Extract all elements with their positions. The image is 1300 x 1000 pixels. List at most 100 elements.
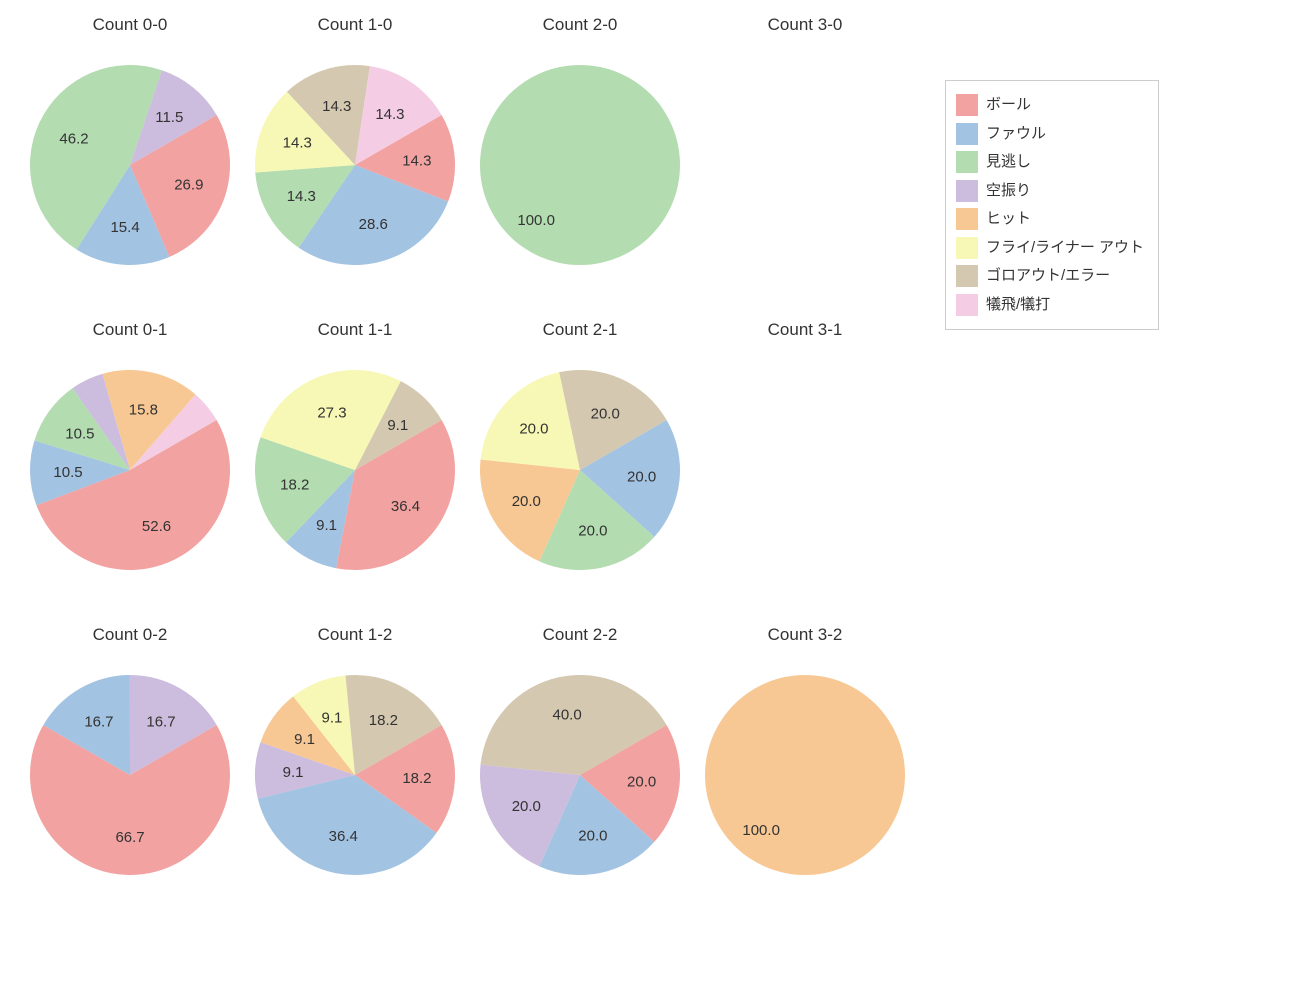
pie-svg: 20.0 20.0 20.0 40.0 [470, 665, 690, 905]
pie-svg [695, 55, 915, 295]
legend: ボールファウル見逃し空振りヒットフライ/ライナー アウトゴロアウト/エラー犠飛/… [945, 80, 1159, 330]
pie-label: 14.3 [402, 152, 431, 169]
legend-item: ゴロアウト/エラー [956, 262, 1144, 291]
chart-title: Count 0-1 [20, 320, 240, 340]
legend-swatch [956, 123, 978, 145]
pie-label: 14.3 [287, 188, 316, 205]
pie-chart: Count 2-1 20.0 20.0 20.0 20.0 20.0 [470, 320, 690, 620]
legend-swatch [956, 180, 978, 202]
pie-label: 52.6 [142, 518, 171, 535]
pie-label: 15.4 [110, 219, 139, 236]
chart-grid: Count 0-0 26.9 15.4 46.2 11.5 Count 1-0 14.3 28… [0, 0, 1300, 1000]
legend-label: ゴロアウト/エラー [986, 262, 1110, 291]
pie-chart: Count 3-2 100.0 [695, 625, 915, 925]
legend-swatch [956, 237, 978, 259]
legend-label: 空振り [986, 177, 1031, 206]
pie-label: 14.3 [375, 106, 404, 123]
pie-label: 66.7 [115, 829, 144, 846]
legend-item: フライ/ライナー アウト [956, 234, 1144, 263]
pie-chart: Count 0-0 26.9 15.4 46.2 11.5 [20, 15, 240, 315]
pie-label: 20.0 [591, 405, 620, 422]
pie-chart: Count 2-2 20.0 20.0 20.0 40.0 [470, 625, 690, 925]
pie-label: 28.6 [359, 216, 388, 233]
pie-label: 20.0 [578, 523, 607, 540]
pie-label: 20.0 [578, 828, 607, 845]
chart-title: Count 1-2 [245, 625, 465, 645]
legend-item: 空振り [956, 177, 1144, 206]
pie-label: 11.5 [155, 109, 183, 126]
pie-svg: 18.2 36.4 9.1 9.1 9.1 18.2 [245, 665, 465, 905]
pie-slice [480, 65, 680, 265]
pie-label: 36.4 [329, 828, 358, 845]
pie-chart: Count 3-0 [695, 15, 915, 315]
pie-label: 10.5 [65, 426, 94, 443]
legend-swatch [956, 151, 978, 173]
legend-swatch [956, 265, 978, 287]
pie-svg: 14.3 28.6 14.3 14.3 14.3 14.3 [245, 55, 465, 295]
pie-svg: 36.49.118.227.39.1 [245, 360, 465, 600]
pie-slice [705, 675, 905, 875]
pie-label: 14.3 [322, 98, 351, 115]
chart-title: Count 3-0 [695, 15, 915, 35]
legend-label: 見逃し [986, 148, 1031, 177]
legend-label: 犠飛/犠打 [986, 291, 1050, 320]
pie-label: 20.0 [519, 421, 548, 438]
legend-item: 見逃し [956, 148, 1144, 177]
legend-item: ヒット [956, 205, 1144, 234]
chart-title: Count 0-0 [20, 15, 240, 35]
chart-title: Count 3-1 [695, 320, 915, 340]
legend-label: ボール [986, 91, 1031, 120]
pie-svg: 66.7 16.7 16.7 [20, 665, 240, 905]
pie-svg: 100.0 [470, 55, 690, 295]
pie-chart: Count 2-0 100.0 [470, 15, 690, 315]
legend-swatch [956, 208, 978, 230]
pie-label: 100.0 [517, 212, 555, 229]
chart-title: Count 3-2 [695, 625, 915, 645]
pie-label: 26.9 [174, 177, 203, 194]
pie-label: 20.0 [627, 468, 656, 485]
pie-label: 18.2 [369, 712, 398, 729]
pie-chart: Count 1-136.49.118.227.39.1 [245, 320, 465, 620]
pie-label: 9.1 [283, 764, 304, 781]
chart-title: Count 2-0 [470, 15, 690, 35]
legend-item: 犠飛/犠打 [956, 291, 1144, 320]
legend-swatch [956, 294, 978, 316]
legend-label: ファウル [986, 120, 1046, 149]
legend-item: ファウル [956, 120, 1144, 149]
pie-label: 10.5 [53, 464, 82, 481]
pie-svg: 26.9 15.4 46.2 11.5 [20, 55, 240, 295]
legend-label: フライ/ライナー アウト [986, 234, 1144, 263]
pie-svg [695, 360, 915, 600]
pie-chart: Count 1-2 18.2 36.4 9.1 9.1 9.1 18.2 [245, 625, 465, 925]
pie-label: 20.0 [512, 493, 541, 510]
pie-label: 46.2 [59, 130, 88, 147]
pie-label: 9.1 [387, 417, 408, 434]
legend-swatch [956, 94, 978, 116]
pie-chart: Count 3-1 [695, 320, 915, 620]
pie-label: 20.0 [512, 798, 541, 815]
pie-label: 9.1 [322, 709, 343, 726]
pie-label: 15.8 [129, 401, 158, 418]
pie-label: 16.7 [84, 713, 113, 730]
pie-label: 9.1 [316, 517, 337, 534]
pie-chart: Count 1-0 14.3 28.6 14.3 14.3 14.3 14.3 [245, 15, 465, 315]
pie-label: 27.3 [317, 404, 346, 421]
chart-title: Count 2-2 [470, 625, 690, 645]
pie-label: 36.4 [391, 498, 420, 515]
pie-svg: 52.6 10.5 10.5 15.8 [20, 360, 240, 600]
pie-label: 20.0 [627, 773, 656, 790]
chart-title: Count 1-0 [245, 15, 465, 35]
chart-title: Count 2-1 [470, 320, 690, 340]
chart-title: Count 0-2 [20, 625, 240, 645]
pie-label: 14.3 [283, 134, 312, 151]
pie-label: 100.0 [742, 822, 780, 839]
pie-chart: Count 0-2 66.7 16.7 16.7 [20, 625, 240, 925]
pie-label: 9.1 [294, 731, 315, 748]
pie-label: 40.0 [553, 706, 582, 723]
pie-svg: 100.0 [695, 665, 915, 905]
chart-title: Count 1-1 [245, 320, 465, 340]
pie-label: 18.2 [402, 770, 431, 787]
pie-label: 16.7 [146, 713, 175, 730]
pie-svg: 20.0 20.0 20.0 20.0 20.0 [470, 360, 690, 600]
legend-label: ヒット [986, 205, 1031, 234]
